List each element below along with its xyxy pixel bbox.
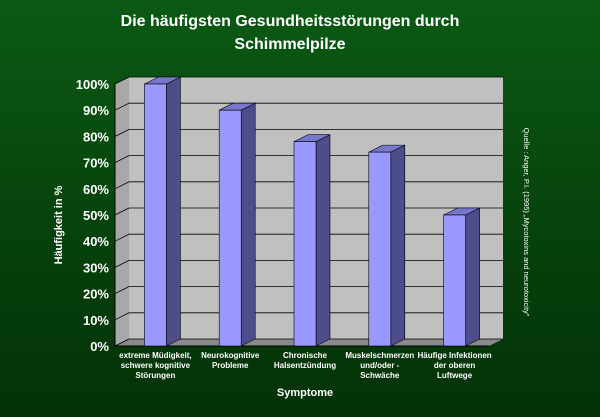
bar-front [218,109,242,347]
y-axis-ticks: 0% 10% 20% 30% 40% 50% 60% 70% 80% 90% 100% [76,77,110,354]
x-tick-label-line: extreme Müdigkeit, [119,351,191,360]
y-tick-label: 100% [76,77,110,92]
bar-side [166,76,181,347]
gridline [114,128,503,137]
bar [293,134,331,347]
x-tick-label: Neurokognitive Probleme [201,351,260,370]
x-tick-label: Muskelschmerzen und/oder -Schwäche [345,351,414,380]
bar-front [368,151,392,347]
bar [218,102,256,347]
x-axis-label: Symptome [277,387,333,399]
x-tick-label: extreme Müdigkeit, schwere kognitive Störu… [119,351,191,380]
chart-title-line-2: Schimmelpilze [234,36,345,53]
x-tick-label-line: Störungen [135,371,175,380]
y-tick-label: 20% [83,287,109,302]
bar-side [390,144,406,347]
y-tick-label: 0% [90,339,109,354]
bar-front [293,141,317,347]
chart-title-line-1: Die häufigsten Gesundheitsstörungen durc… [121,13,460,30]
bar [144,76,181,347]
bar-front [144,83,167,347]
x-tick-label-line: und/oder - [360,361,399,370]
chart-title: Die häufigsten Gesundheitsstörungen durc… [121,13,460,53]
bar [368,144,406,347]
x-axis-categories: extreme Müdigkeit, schwere kognitive Störu… [119,351,492,380]
bar-side [465,207,480,347]
y-tick-label: 80% [83,129,109,144]
bar-side [240,102,256,347]
x-tick-label-line: der oberen [434,361,475,370]
x-tick-label-line: Neurokognitive [201,351,260,360]
bars [144,76,480,347]
x-tick-label-line: Luftwege [437,371,473,380]
y-axis-label: Häufigkeit in % [53,185,65,264]
bar [443,207,480,347]
x-tick-label-line: Chronische [283,351,328,360]
source-note: Quelle : Anger, P.I. (1995) „Mycotoxins … [522,128,531,317]
y-tick-label: 60% [83,182,109,197]
y-tick-label: 90% [83,103,109,118]
x-tick-label-line: Halsentzündung [274,361,336,370]
gridline [114,102,503,111]
bar-side [315,134,331,347]
x-tick-label: Chronische Halsentzündung [274,351,336,370]
y-tick-label: 10% [83,313,109,328]
x-tick-label-line: schwere kognitive [121,361,191,370]
x-tick-label-line: Muskelschmerzen [345,351,414,360]
y-tick-label: 50% [83,208,109,223]
y-tick-label: 40% [83,234,109,249]
x-tick-label-line: Häufige Infektionen [417,351,491,360]
bar-front [443,214,466,347]
x-tick-label: Häufige Infektionen der oberen Luftwege [417,351,491,380]
x-tick-label-line: Probleme [212,361,249,370]
y-tick-label: 70% [83,156,109,171]
y-tick-label: 30% [83,260,109,275]
gridline [114,76,503,85]
x-tick-label-line: Schwäche [360,371,400,380]
